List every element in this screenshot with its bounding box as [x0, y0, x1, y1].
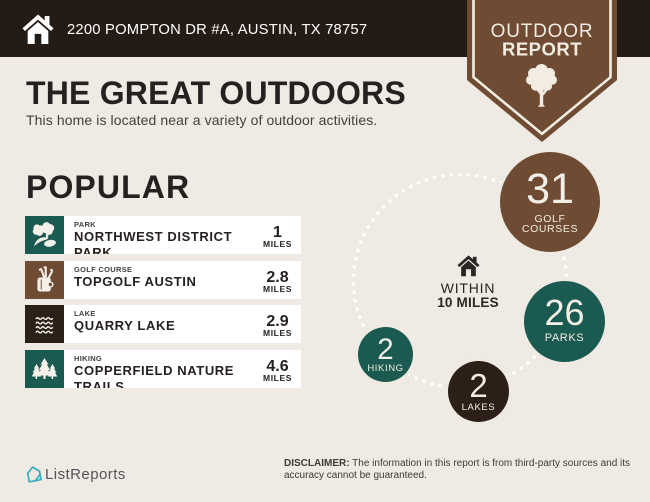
svg-text:OUTDOOR: OUTDOOR — [491, 21, 594, 42]
svg-text:REPORT: REPORT — [502, 39, 582, 60]
